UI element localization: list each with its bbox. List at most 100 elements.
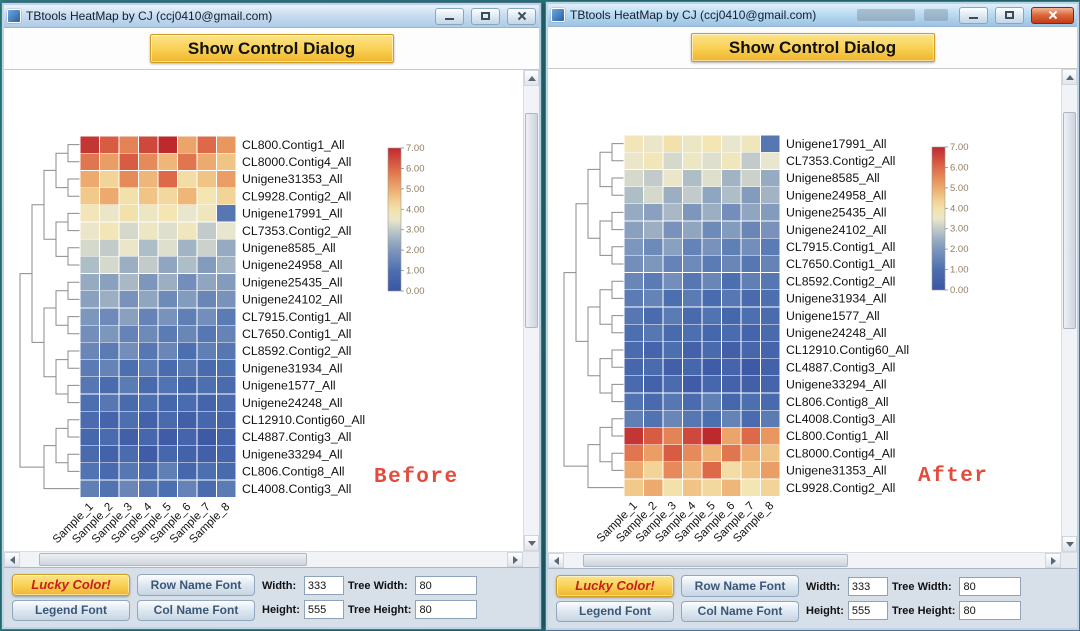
heatmap-panel-before: CL800.Contig1_All CL8000.Contig4_All Unige… xyxy=(4,70,523,551)
svg-text:Unigene1577_All: Unigene1577_All xyxy=(242,379,336,393)
svg-text:CL4008.Contig3_All: CL4008.Contig3_All xyxy=(242,482,351,496)
tree-height-input[interactable] xyxy=(415,600,478,619)
vertical-scrollbar[interactable] xyxy=(523,70,539,551)
width-input[interactable] xyxy=(303,576,344,595)
lucky-color-button[interactable]: Lucky Color! xyxy=(12,574,130,596)
titlebar[interactable]: TBtools HeatMap by CJ (ccj0410@gmail.com… xyxy=(548,4,1077,27)
close-icon xyxy=(1048,10,1058,20)
arrow-down-icon xyxy=(527,540,536,546)
col-name-font-button[interactable]: Col Name Font xyxy=(137,599,255,621)
svg-text:Unigene1577_All: Unigene1577_All xyxy=(786,309,880,323)
scroll-thumb[interactable] xyxy=(39,553,308,566)
show-control-dialog-button[interactable]: Show Control Dialog xyxy=(149,34,394,63)
height-input[interactable] xyxy=(303,600,344,619)
scroll-down-arrow[interactable] xyxy=(1062,536,1077,552)
svg-text:2.00: 2.00 xyxy=(950,244,969,255)
close-button[interactable] xyxy=(507,7,536,25)
width-label: Width: xyxy=(262,579,297,592)
show-control-dialog-button[interactable]: Show Control Dialog xyxy=(690,33,935,62)
height-input[interactable] xyxy=(847,601,888,620)
row-name-font-button[interactable]: Row Name Font xyxy=(137,574,255,596)
blurred-ime-text xyxy=(857,9,915,21)
app-icon xyxy=(551,8,565,22)
svg-text:6.00: 6.00 xyxy=(950,162,969,173)
maximize-icon xyxy=(481,12,490,20)
tree-width-input[interactable] xyxy=(415,576,478,595)
titlebar[interactable]: TBtools HeatMap by CJ (ccj0410@gmail.com… xyxy=(4,5,539,28)
maximize-button[interactable] xyxy=(995,6,1024,24)
scroll-corner xyxy=(1061,553,1077,568)
scroll-left-arrow[interactable] xyxy=(548,553,564,568)
heatmap-svg: Unigene17991_All CL7353.Contig2_All Unigen… xyxy=(563,134,987,545)
minimize-icon xyxy=(445,18,454,20)
legend-font-button[interactable]: Legend Font xyxy=(12,599,130,621)
scroll-up-arrow[interactable] xyxy=(524,70,539,86)
svg-text:5.00: 5.00 xyxy=(406,184,425,195)
svg-text:1.00: 1.00 xyxy=(406,266,425,277)
tree-height-input[interactable] xyxy=(959,601,1022,620)
svg-text:CL7650.Contig1_All: CL7650.Contig1_All xyxy=(786,257,895,271)
svg-text:3.00: 3.00 xyxy=(406,225,425,236)
arrow-left-icon xyxy=(9,555,15,564)
close-icon xyxy=(517,11,527,21)
svg-text:Unigene24958_All: Unigene24958_All xyxy=(786,188,887,202)
control-panel: Lucky Color! Legend Font Row Name Font C… xyxy=(4,567,539,627)
minimize-button[interactable] xyxy=(435,7,464,25)
horizontal-scrollbar[interactable] xyxy=(4,551,539,567)
legend-font-button[interactable]: Legend Font xyxy=(556,600,674,622)
horizontal-scrollbar[interactable] xyxy=(548,552,1077,568)
scroll-corner xyxy=(523,552,539,567)
svg-text:0.00: 0.00 xyxy=(950,285,969,296)
heatmap-panel-after: Unigene17991_All CL7353.Contig2_All Unigen… xyxy=(548,69,1061,552)
svg-text:CL12910.Contig60_All: CL12910.Contig60_All xyxy=(242,413,365,427)
row-name-font-button[interactable]: Row Name Font xyxy=(681,575,799,597)
window-title: TBtools HeatMap by CJ (ccj0410@gmail.com… xyxy=(26,9,273,23)
toolbar: Show Control Dialog xyxy=(548,27,1077,69)
app-icon xyxy=(7,9,21,23)
scroll-down-arrow[interactable] xyxy=(524,535,539,551)
row-dendrogram xyxy=(563,143,624,489)
tree-width-label: Tree Width: xyxy=(891,580,952,593)
scroll-track[interactable] xyxy=(524,86,539,535)
scroll-thumb[interactable] xyxy=(525,112,538,329)
svg-text:Unigene24102_All: Unigene24102_All xyxy=(786,223,887,237)
scroll-left-arrow[interactable] xyxy=(4,552,20,567)
scroll-track[interactable] xyxy=(20,552,507,567)
arrow-down-icon xyxy=(1065,541,1074,547)
scroll-track[interactable] xyxy=(1062,85,1077,536)
tree-width-input[interactable] xyxy=(959,577,1022,596)
scroll-track[interactable] xyxy=(564,553,1045,568)
height-label: Height: xyxy=(262,603,300,616)
scroll-right-arrow[interactable] xyxy=(507,552,523,567)
arrow-left-icon xyxy=(553,556,559,565)
svg-text:1.00: 1.00 xyxy=(950,265,969,276)
svg-text:Unigene24958_All: Unigene24958_All xyxy=(242,258,343,272)
width-input[interactable] xyxy=(847,577,888,596)
maximize-button[interactable] xyxy=(471,7,500,25)
scroll-thumb[interactable] xyxy=(583,554,848,567)
col-name-font-button[interactable]: Col Name Font xyxy=(681,600,799,622)
svg-text:CL806.Contig8_All: CL806.Contig8_All xyxy=(242,465,345,479)
minimize-button[interactable] xyxy=(959,6,988,24)
scroll-up-arrow[interactable] xyxy=(1062,69,1077,85)
row-dendrogram xyxy=(19,144,80,490)
scroll-right-arrow[interactable] xyxy=(1045,553,1061,568)
height-label: Height: xyxy=(806,604,844,617)
heatmap-svg: CL800.Contig1_All CL8000.Contig4_All Unige… xyxy=(19,135,457,546)
close-button[interactable] xyxy=(1031,6,1074,24)
svg-text:CL8592.Contig2_All: CL8592.Contig2_All xyxy=(242,344,351,358)
window-after: TBtools HeatMap by CJ (ccj0410@gmail.com… xyxy=(545,1,1080,631)
svg-text:CL7650.Contig1_All: CL7650.Contig1_All xyxy=(242,327,351,341)
svg-text:7.00: 7.00 xyxy=(950,142,969,153)
svg-text:Unigene8585_All: Unigene8585_All xyxy=(786,171,880,185)
svg-text:Unigene17991_All: Unigene17991_All xyxy=(242,207,343,221)
arrow-up-icon xyxy=(527,75,536,81)
svg-text:CL9928.Contig2_All: CL9928.Contig2_All xyxy=(242,189,351,203)
vertical-scrollbar[interactable] xyxy=(1061,69,1077,552)
lucky-color-button[interactable]: Lucky Color! xyxy=(556,575,674,597)
minimize-icon xyxy=(969,17,978,19)
scroll-thumb[interactable] xyxy=(1063,112,1076,329)
tree-height-label: Tree Height: xyxy=(891,604,956,617)
svg-text:CL7915.Contig1_All: CL7915.Contig1_All xyxy=(242,310,351,324)
svg-text:CL806.Contig8_All: CL806.Contig8_All xyxy=(786,395,889,409)
